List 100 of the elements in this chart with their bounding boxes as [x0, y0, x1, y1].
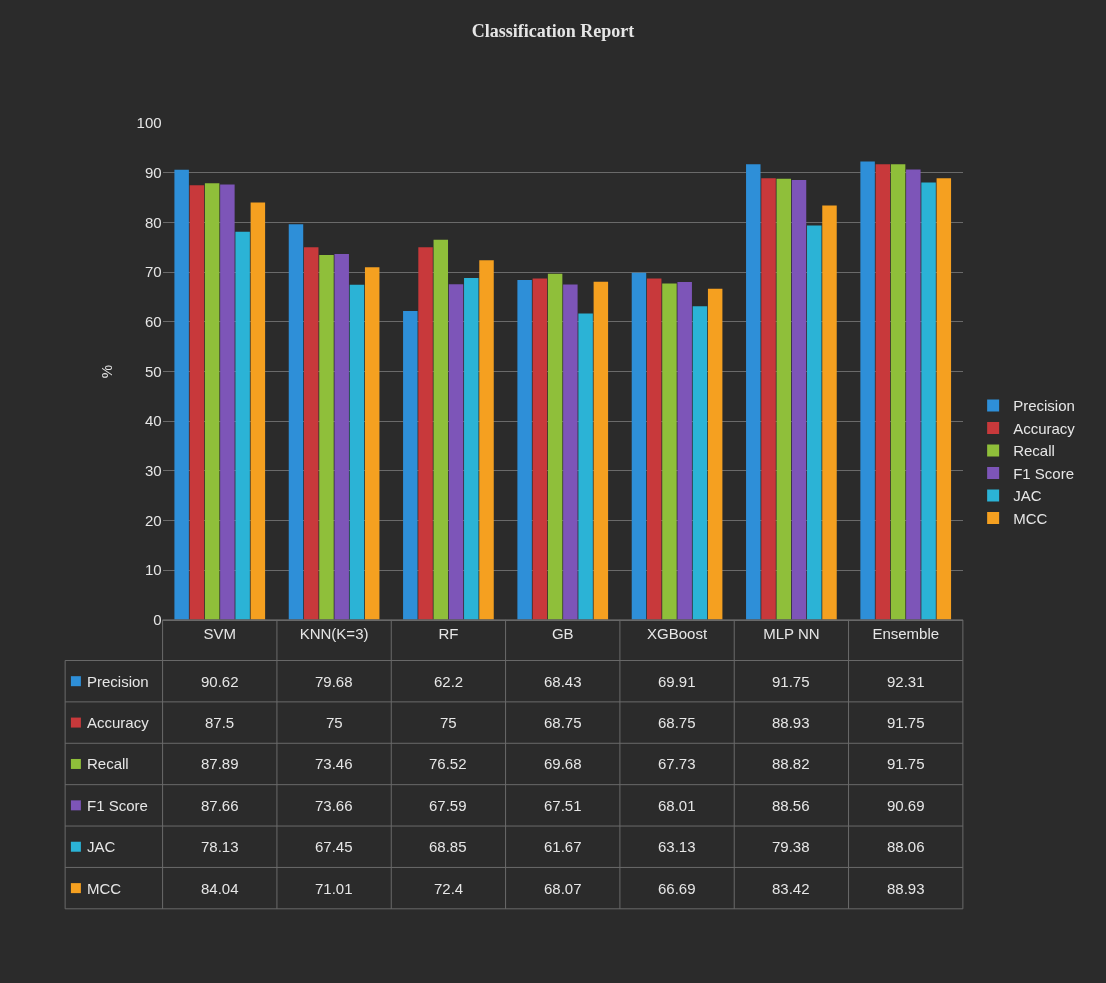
data-label: 88.56	[772, 797, 810, 814]
data-label: 68.07	[544, 880, 582, 897]
x-tick-label: GB	[551, 624, 574, 642]
data-label: 91.75	[887, 755, 925, 772]
data-label: 68.43	[544, 673, 582, 690]
data-label: 91.75	[887, 714, 925, 731]
bar	[936, 178, 952, 620]
bar	[319, 255, 334, 620]
data-label: 90.62	[201, 673, 239, 690]
y-tick-label: 20	[144, 511, 162, 529]
legend-label: Precision	[87, 673, 149, 690]
bar	[235, 231, 250, 620]
bar	[364, 267, 380, 620]
text: MCC	[87, 880, 122, 897]
y-tick-label: 10	[144, 561, 162, 579]
bar	[403, 310, 418, 620]
x-tick-label: MLP NN	[763, 624, 820, 642]
data-label: 61.67	[544, 838, 582, 855]
data-label: 71.01	[315, 880, 353, 897]
y-tick-label: 60	[144, 313, 162, 331]
legend-label: JAC	[1013, 487, 1042, 505]
text: Accuracy	[1013, 419, 1075, 437]
legend-label: Recall	[1013, 442, 1055, 460]
bar	[250, 202, 266, 620]
y-tick-label: 100	[136, 114, 162, 132]
bar	[220, 184, 235, 620]
data-label: 79.38	[772, 838, 810, 855]
bar	[303, 247, 319, 620]
y-tick-label: 90	[144, 164, 162, 182]
bar	[646, 278, 662, 620]
bar	[860, 161, 875, 620]
y-tick-label: 50	[144, 362, 162, 380]
text: JAC	[87, 838, 116, 855]
y-tick-label: 40	[144, 412, 162, 430]
data-label: 92.31	[887, 673, 925, 690]
chart-title: Classification Report	[471, 21, 635, 42]
x-tick-label: SVM	[203, 624, 237, 642]
data-label: 78.13	[201, 838, 239, 855]
data-label: 63.13	[658, 838, 696, 855]
bar	[921, 182, 936, 620]
bar	[593, 281, 609, 620]
data-label: 67.73	[658, 755, 696, 772]
data-label: 88.06	[887, 838, 925, 855]
x-tick-label: RF	[438, 624, 459, 642]
x-tick-label: Ensemble	[872, 624, 940, 642]
data-label: 68.75	[658, 714, 696, 731]
bar	[875, 164, 891, 620]
data-label: 87.66	[201, 797, 239, 814]
x-tick-label: KNN(K=3)	[299, 624, 369, 642]
bar	[662, 283, 677, 620]
bar	[822, 205, 837, 620]
data-label: 68.85	[429, 838, 467, 855]
legend-label: MCC	[1013, 509, 1048, 527]
bar	[479, 260, 494, 620]
data-label: 87.5	[205, 714, 235, 731]
data-label: 88.82	[772, 755, 810, 772]
data-label: 69.91	[658, 673, 696, 690]
bar	[349, 284, 365, 620]
data-label: 68.75	[544, 714, 582, 731]
data-label: 90.69	[887, 797, 925, 814]
bar	[807, 225, 822, 620]
bar	[532, 278, 548, 620]
bar	[517, 280, 532, 620]
data-label: 73.46	[315, 755, 353, 772]
bar	[204, 183, 220, 620]
data-label: 69.68	[544, 755, 582, 772]
data-label: 67.59	[429, 797, 467, 814]
bar	[334, 254, 349, 620]
bar	[692, 306, 708, 620]
bar	[761, 178, 776, 620]
bar	[677, 282, 692, 620]
bar	[448, 284, 464, 620]
data-label: 88.93	[887, 880, 925, 897]
x-tick-label: XGBoost	[647, 624, 708, 642]
bar	[563, 284, 578, 620]
bar	[791, 180, 807, 620]
text: Recall	[87, 755, 129, 772]
bar	[464, 277, 479, 620]
data-label: 75	[326, 714, 343, 731]
bar	[906, 169, 921, 620]
data-label: 73.66	[315, 797, 353, 814]
bar	[578, 313, 593, 620]
y-axis-title: %	[97, 364, 115, 379]
data-label: 66.69	[658, 880, 696, 897]
data-label: 72.4	[434, 880, 464, 897]
bar	[890, 164, 906, 620]
bar	[189, 185, 205, 620]
data-label: 91.75	[772, 673, 810, 690]
y-tick-label: 0	[153, 611, 162, 629]
text: F1 Score	[87, 797, 148, 814]
bar	[174, 169, 189, 620]
bar	[746, 164, 761, 620]
data-label: 87.89	[201, 755, 239, 772]
legend-label: F1 Score	[1013, 464, 1074, 482]
bar	[433, 239, 449, 620]
text: Precision	[1013, 397, 1075, 415]
data-label: 88.93	[772, 714, 810, 731]
legend-label: Accuracy	[87, 714, 150, 731]
data-label: 68.01	[658, 797, 696, 814]
bar	[631, 272, 647, 620]
